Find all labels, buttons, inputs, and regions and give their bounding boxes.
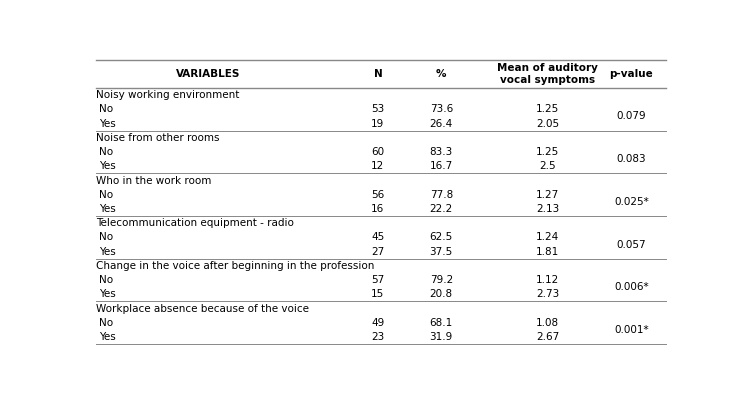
Text: Yes: Yes: [99, 332, 115, 342]
Text: No: No: [99, 190, 113, 200]
Text: p-value: p-value: [609, 69, 653, 79]
Text: 16: 16: [372, 204, 385, 214]
Text: 19: 19: [372, 119, 385, 129]
Text: 57: 57: [372, 275, 385, 285]
Text: Yes: Yes: [99, 161, 115, 171]
Text: 12: 12: [372, 161, 385, 171]
Text: Mean of auditory
vocal symptoms: Mean of auditory vocal symptoms: [497, 63, 598, 85]
Text: 68.1: 68.1: [429, 318, 453, 328]
Text: 31.9: 31.9: [429, 332, 453, 342]
Text: Noisy working environment: Noisy working environment: [96, 90, 239, 100]
Text: 73.6: 73.6: [429, 104, 453, 114]
Text: VARIABLES: VARIABLES: [176, 69, 240, 79]
Text: 0.057: 0.057: [617, 239, 646, 250]
Text: N: N: [374, 69, 383, 79]
Text: No: No: [99, 232, 113, 243]
Text: Noise from other rooms: Noise from other rooms: [96, 133, 219, 143]
Text: 1.27: 1.27: [536, 190, 559, 200]
Text: 83.3: 83.3: [429, 147, 453, 157]
Text: 16.7: 16.7: [429, 161, 453, 171]
Text: 2.73: 2.73: [536, 289, 559, 299]
Text: 2.67: 2.67: [536, 332, 559, 342]
Text: No: No: [99, 104, 113, 114]
Text: 60: 60: [372, 147, 384, 157]
Text: 2.5: 2.5: [539, 161, 556, 171]
Text: Telecommunication equipment - radio: Telecommunication equipment - radio: [96, 218, 293, 228]
Text: Yes: Yes: [99, 204, 115, 214]
Text: 1.12: 1.12: [536, 275, 559, 285]
Text: 0.083: 0.083: [617, 154, 646, 164]
Text: No: No: [99, 318, 113, 328]
Text: 62.5: 62.5: [429, 232, 453, 243]
Text: 22.2: 22.2: [429, 204, 453, 214]
Text: 53: 53: [372, 104, 385, 114]
Text: Change in the voice after beginning in the profession: Change in the voice after beginning in t…: [96, 261, 374, 271]
Text: 1.25: 1.25: [536, 104, 559, 114]
Text: 15: 15: [372, 289, 385, 299]
Text: 1.81: 1.81: [536, 247, 559, 257]
Text: 0.025*: 0.025*: [614, 197, 649, 207]
Text: 26.4: 26.4: [429, 119, 453, 129]
Text: 27: 27: [372, 247, 385, 257]
Text: 2.13: 2.13: [536, 204, 559, 214]
Text: 56: 56: [372, 190, 385, 200]
Text: Yes: Yes: [99, 247, 115, 257]
Text: %: %: [436, 69, 447, 79]
Text: Yes: Yes: [99, 289, 115, 299]
Text: 77.8: 77.8: [429, 190, 453, 200]
Text: 23: 23: [372, 332, 385, 342]
Text: Who in the work room: Who in the work room: [96, 175, 211, 185]
Text: 2.05: 2.05: [536, 119, 559, 129]
Text: Yes: Yes: [99, 119, 115, 129]
Text: 79.2: 79.2: [429, 275, 453, 285]
Text: No: No: [99, 275, 113, 285]
Text: 20.8: 20.8: [429, 289, 452, 299]
Text: 0.079: 0.079: [617, 112, 646, 121]
Text: 0.001*: 0.001*: [614, 325, 649, 335]
Text: No: No: [99, 147, 113, 157]
Text: 0.006*: 0.006*: [614, 282, 649, 292]
Text: 49: 49: [372, 318, 385, 328]
Text: 37.5: 37.5: [429, 247, 453, 257]
Text: 1.24: 1.24: [536, 232, 559, 243]
Text: 1.08: 1.08: [536, 318, 559, 328]
Text: 1.25: 1.25: [536, 147, 559, 157]
Text: 45: 45: [372, 232, 385, 243]
Text: Workplace absence because of the voice: Workplace absence because of the voice: [96, 304, 309, 314]
